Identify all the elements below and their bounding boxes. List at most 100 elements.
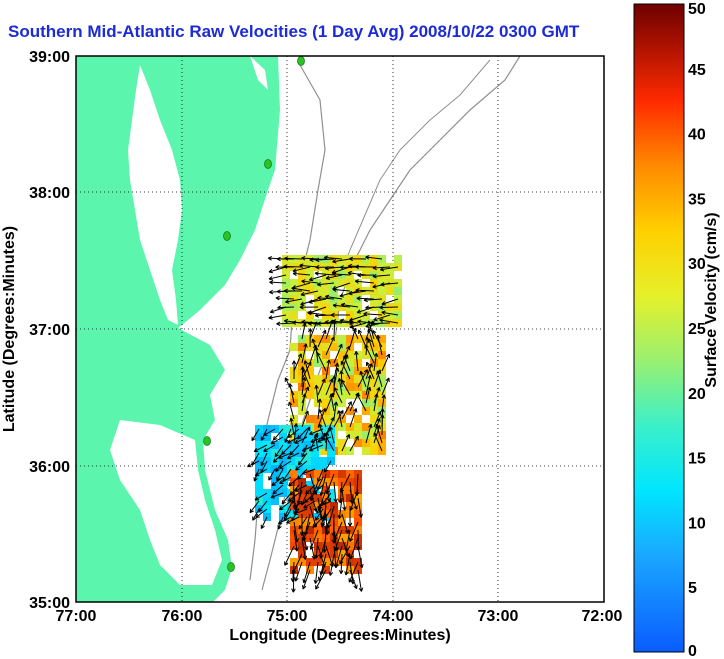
velocity-arrow	[329, 393, 335, 412]
velocity-arrow	[301, 368, 311, 388]
velocity-arrow	[376, 370, 383, 388]
velocity-arrow	[373, 411, 382, 428]
station-marker	[223, 231, 231, 241]
velocity-arrow	[343, 355, 351, 372]
velocity-cell	[330, 558, 338, 566]
chesapeake-bay	[128, 65, 182, 325]
velocity-arrow	[294, 436, 308, 444]
velocity-arrow	[307, 310, 327, 316]
velocity-arrow	[310, 436, 324, 443]
velocity-arrow	[300, 290, 319, 297]
velocity-arrow	[252, 508, 260, 521]
velocity-cell	[298, 494, 306, 502]
velocity-arrow	[283, 264, 303, 269]
velocity-arrow	[270, 436, 284, 445]
velocity-arrow	[287, 436, 300, 444]
velocity-cell	[338, 439, 346, 447]
velocity-arrow	[263, 428, 276, 436]
x-tick: 72:00	[582, 608, 623, 625]
velocity-arrow	[308, 298, 327, 304]
velocity-arrow	[341, 489, 347, 511]
velocity-arrow	[287, 401, 295, 420]
velocity-arrow	[325, 359, 331, 380]
velocity-arrow	[332, 320, 337, 340]
velocity-arrow	[299, 263, 319, 268]
pamlico-sound	[110, 420, 222, 585]
velocity-arrow	[314, 508, 324, 521]
velocity-cell	[378, 271, 386, 279]
velocity-cell	[290, 534, 298, 542]
velocity-arrow	[354, 264, 375, 270]
velocity-cell	[255, 489, 263, 497]
velocity-arrow	[349, 435, 359, 452]
velocity-arrow	[268, 468, 276, 481]
velocity-cell	[255, 481, 263, 489]
velocity-arrow	[367, 338, 375, 356]
velocity-arrow	[348, 290, 367, 296]
velocity-arrow	[268, 274, 287, 281]
velocity-arrow	[313, 561, 319, 584]
velocity-arrow	[339, 318, 359, 324]
velocity-arrow	[286, 452, 300, 460]
velocity-arrow	[301, 279, 319, 284]
velocity-arrow	[325, 473, 335, 495]
velocity-arrow	[271, 476, 284, 487]
velocity-arrow	[333, 529, 343, 552]
velocity-arrow	[376, 334, 383, 356]
velocity-cell	[346, 431, 354, 439]
velocity-arrow	[337, 497, 343, 520]
velocity-cell	[330, 343, 338, 351]
velocity-arrow	[367, 328, 375, 348]
velocity-arrow	[337, 410, 343, 428]
velocity-arrow	[284, 545, 295, 566]
velocity-cell	[290, 470, 298, 478]
velocity-arrow	[294, 561, 303, 582]
x-tick: 77:00	[56, 608, 97, 625]
velocity-cell	[290, 311, 298, 319]
velocity-arrow	[284, 256, 303, 261]
velocity-arrow	[341, 537, 350, 558]
velocity-cell	[378, 279, 386, 287]
velocity-cell	[330, 287, 338, 295]
velocity-arrow	[291, 569, 296, 593]
velocity-arrow	[339, 370, 344, 388]
velocity-cell	[354, 439, 362, 447]
velocity-arrow	[357, 329, 367, 348]
velocity-arrow	[260, 452, 268, 467]
velocity-arrow	[287, 428, 300, 438]
x-tick: 73:00	[478, 608, 519, 625]
velocity-cell	[346, 295, 354, 303]
velocity-arrow	[349, 489, 359, 511]
velocity-arrow	[314, 313, 335, 318]
velocity-arrow	[373, 432, 383, 452]
velocity-cell	[263, 433, 271, 441]
velocity-arrow	[281, 492, 292, 505]
velocity-arrow	[301, 410, 309, 428]
velocity-arrow	[309, 489, 318, 512]
velocity-arrow	[357, 272, 375, 278]
velocity-arrow	[302, 521, 311, 542]
velocity-cell	[298, 502, 306, 510]
velocity-arrow	[301, 468, 316, 475]
velocity-arrow	[341, 401, 352, 420]
velocity-arrow	[321, 492, 332, 505]
velocity-arrow	[251, 428, 260, 442]
velocity-arrow	[379, 318, 399, 324]
velocity-arrow	[301, 322, 307, 340]
velocity-arrow	[286, 516, 300, 524]
velocity-arrow	[365, 305, 383, 310]
velocity-cell	[298, 279, 306, 287]
velocity-arrow	[301, 343, 308, 364]
velocity-cell	[354, 415, 362, 423]
velocity-arrow	[349, 521, 359, 542]
velocity-arrow	[333, 521, 343, 541]
y-tick: 36:00	[29, 459, 70, 476]
chart-title: Southern Mid-Atlantic Raw Velocities (1 …	[8, 22, 580, 41]
velocity-arrow	[303, 360, 311, 380]
velocity-cell	[378, 335, 386, 343]
velocity-arrow	[308, 328, 313, 348]
x-axis-label: Longitude (Degrees:Minutes)	[229, 627, 450, 644]
velocity-cell	[306, 415, 314, 423]
velocity-arrow	[320, 428, 332, 440]
